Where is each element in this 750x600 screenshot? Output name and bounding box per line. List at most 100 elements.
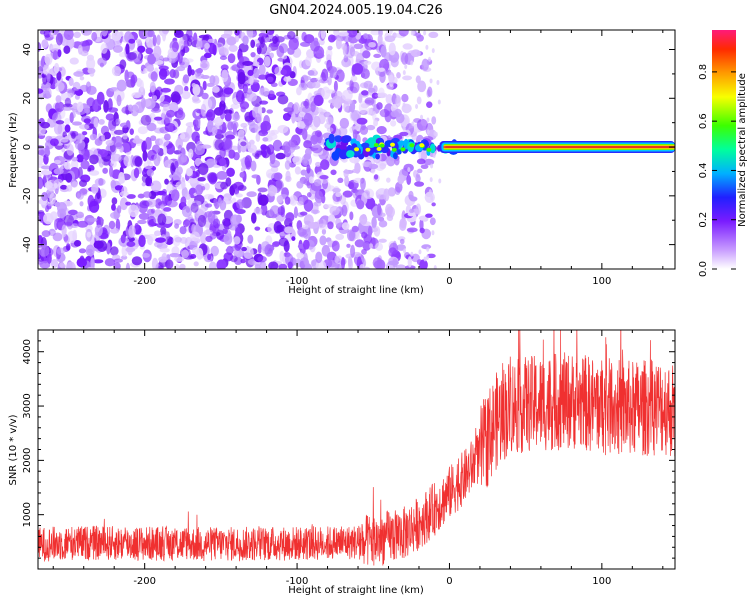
noise-cell — [315, 251, 323, 264]
noise-cell — [88, 123, 96, 129]
noise-cell — [273, 172, 283, 181]
noise-cell — [300, 75, 312, 81]
noise-cell — [115, 118, 121, 125]
noise-cell — [38, 173, 42, 178]
noise-cell — [302, 224, 309, 230]
noise-cell — [268, 261, 279, 269]
noise-cell — [241, 246, 247, 252]
noise-cell — [72, 121, 83, 126]
noise-cell — [344, 175, 350, 186]
noise-cell — [437, 99, 441, 105]
noise-cell — [283, 240, 290, 253]
y-tick-label: 40 — [22, 43, 33, 56]
noise-cell — [113, 258, 123, 263]
noise-cell — [196, 67, 203, 74]
noise-cell — [66, 143, 74, 156]
noise-cell — [63, 161, 71, 170]
noise-cell — [404, 64, 408, 70]
noise-cell — [329, 205, 340, 216]
noise-cell — [86, 85, 97, 96]
noise-cell — [175, 181, 187, 190]
noise-cell — [250, 81, 260, 93]
noise-cell — [349, 155, 361, 164]
noise-cell — [398, 30, 409, 37]
noise-cell — [302, 239, 310, 250]
carrier-blob — [373, 142, 379, 147]
noise-cell — [76, 101, 84, 113]
noise-cell — [86, 266, 96, 269]
noise-cell — [109, 246, 119, 256]
colorbar-tick-label: 0.0 — [698, 261, 709, 277]
noise-cell — [364, 241, 370, 250]
noise-cell — [121, 245, 128, 257]
noise-cell — [303, 140, 313, 149]
noise-cell — [380, 45, 387, 58]
noise-cell — [114, 185, 123, 191]
noise-cell — [61, 224, 67, 238]
noise-cell — [119, 59, 127, 70]
noise-cell — [133, 167, 140, 179]
noise-cell — [334, 255, 339, 264]
noise-cell — [147, 30, 155, 38]
noise-cell — [87, 67, 96, 74]
noise-cell — [282, 141, 291, 153]
noise-cell — [159, 247, 170, 253]
noise-cell — [257, 243, 262, 254]
x-tick-label: 0 — [446, 276, 452, 287]
noise-cell — [375, 242, 384, 251]
noise-cell — [192, 98, 201, 104]
noise-cell — [346, 229, 356, 242]
noise-cell — [283, 76, 292, 82]
snr-y-label: SNR (10 * v/v) — [8, 414, 19, 485]
noise-cell — [300, 169, 307, 176]
noise-cell — [184, 193, 191, 200]
noise-cell — [103, 100, 109, 113]
noise-cell — [296, 201, 304, 206]
noise-cell — [308, 176, 314, 184]
noise-cell — [153, 116, 163, 121]
noise-cell — [321, 86, 331, 100]
colorbar-tick-label: 0.4 — [698, 162, 709, 178]
noise-cell — [111, 197, 118, 205]
noise-cell — [406, 227, 418, 233]
noise-cell — [373, 85, 378, 93]
noise-cell — [281, 55, 288, 60]
noise-cell — [197, 176, 206, 182]
noise-cell — [188, 148, 194, 159]
noise-cell — [73, 31, 81, 39]
noise-cell — [253, 207, 263, 215]
noise-cell — [240, 141, 247, 147]
noise-cell — [276, 45, 285, 58]
noise-cell — [108, 220, 116, 230]
y-tick-label: -40 — [22, 236, 33, 252]
noise-cell — [205, 158, 215, 168]
noise-cell — [56, 70, 62, 81]
noise-cell — [63, 30, 74, 40]
noise-cell — [46, 252, 52, 264]
noise-cell — [181, 249, 189, 259]
noise-cell — [53, 182, 59, 189]
noise-cell — [351, 125, 360, 130]
noise-cell — [246, 30, 256, 38]
noise-cell — [233, 236, 241, 245]
noise-cell — [423, 30, 427, 36]
noise-cell — [224, 217, 229, 227]
y-tick-label: 20 — [22, 92, 33, 105]
noise-cell — [399, 238, 405, 245]
noise-cell — [287, 102, 295, 115]
noise-cell — [374, 161, 386, 171]
noise-cell — [351, 225, 359, 233]
noise-cell — [145, 47, 154, 55]
noise-cell — [219, 55, 228, 61]
noise-cell — [131, 256, 143, 266]
carrier-blob — [375, 153, 380, 160]
noise-cell — [64, 117, 70, 125]
noise-cell — [415, 104, 419, 110]
noise-cell — [59, 137, 69, 143]
carrier-blob — [340, 136, 351, 143]
noise-cell — [238, 42, 249, 53]
noise-cell — [214, 139, 225, 151]
noise-cell — [361, 90, 369, 96]
noise-cell — [376, 126, 387, 135]
noise-cell — [185, 167, 193, 177]
